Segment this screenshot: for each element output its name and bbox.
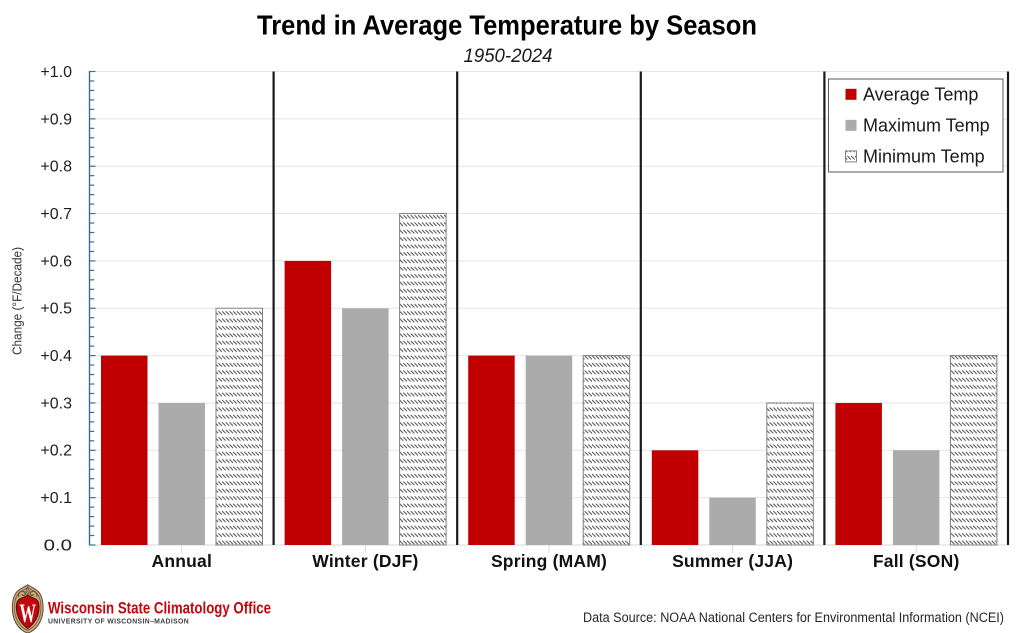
svg-text:W: W xyxy=(19,599,36,628)
svg-text:Spring (MAM): Spring (MAM) xyxy=(491,551,607,571)
svg-text:+0.1: +0.1 xyxy=(40,490,72,507)
svg-text:+0.6: +0.6 xyxy=(40,253,72,270)
svg-text:Trend in Average Temperature b: Trend in Average Temperature by Season xyxy=(257,10,757,41)
svg-text:+0.8: +0.8 xyxy=(40,159,72,176)
svg-text:Change (°F/Decade): Change (°F/Decade) xyxy=(10,247,25,355)
svg-text:+0.4: +0.4 xyxy=(40,348,72,365)
svg-text:Fall (SON): Fall (SON) xyxy=(873,551,960,571)
svg-text:+1.0: +1.0 xyxy=(40,64,72,81)
svg-text:Maximum Temp: Maximum Temp xyxy=(863,116,990,136)
svg-text:Annual: Annual xyxy=(152,551,213,571)
svg-text:1950-2024: 1950-2024 xyxy=(464,46,553,67)
svg-text:Wisconsin State Climatology Of: Wisconsin State Climatology Office xyxy=(48,600,271,618)
svg-text:+0.2: +0.2 xyxy=(40,443,72,460)
svg-text:UNIVERSITY OF WISCONSIN–MADISO: UNIVERSITY OF WISCONSIN–MADISON xyxy=(48,617,189,626)
svg-text:+0.9: +0.9 xyxy=(40,111,72,128)
svg-text:Summer (JJA): Summer (JJA) xyxy=(672,551,793,571)
svg-text:Minimum Temp: Minimum Temp xyxy=(863,147,985,167)
svg-text:Winter (DJF): Winter (DJF) xyxy=(312,551,418,571)
svg-text:+0.3: +0.3 xyxy=(40,395,72,412)
svg-text:+0.7: +0.7 xyxy=(40,206,72,223)
svg-text:Data Source: NOAA National Cen: Data Source: NOAA National Centers for E… xyxy=(583,610,1004,625)
svg-text:+0.5: +0.5 xyxy=(40,301,72,318)
svg-text:0.0: 0.0 xyxy=(44,537,72,554)
svg-text:Average Temp: Average Temp xyxy=(863,85,978,105)
